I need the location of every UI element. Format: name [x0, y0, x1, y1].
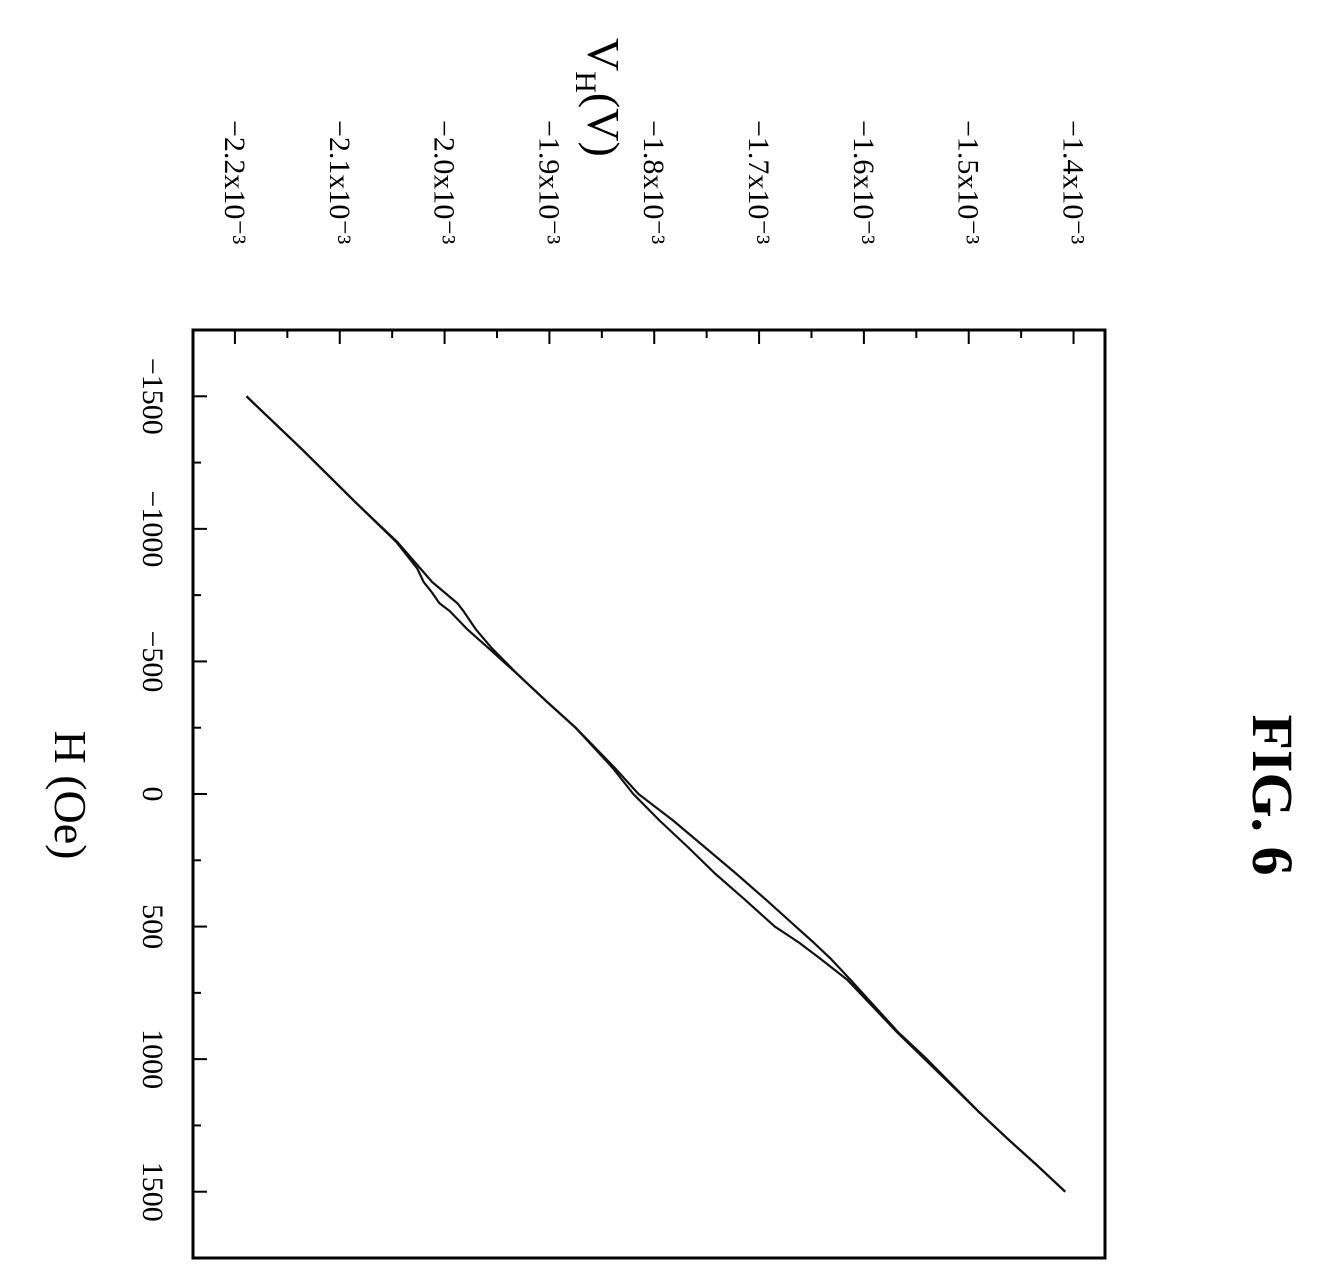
- x-tick-label: 500: [136, 904, 169, 949]
- x-tick-label: −1000: [136, 490, 169, 567]
- y-axis-title: VH(V): [569, 38, 629, 157]
- y-tick-label: −1.5x10⁻³: [952, 120, 985, 244]
- y-tick-label: −1.7x10⁻³: [742, 120, 775, 244]
- x-tick-label: 0: [136, 787, 169, 802]
- series-line-2: [245, 395, 1066, 1193]
- figure-label: FIG. 6: [1240, 714, 1305, 875]
- series-layer: [245, 395, 1066, 1193]
- y-tick-label: −1.9x10⁻³: [532, 120, 565, 244]
- y-tick-label: −2.0x10⁻³: [428, 120, 461, 244]
- y-tick-label: −2.1x10⁻³: [323, 120, 356, 244]
- x-axis-title: H (Oe): [45, 731, 96, 860]
- x-tick-label: 1500: [136, 1162, 169, 1222]
- y-tick-label: −1.8x10⁻³: [637, 120, 670, 244]
- y-tick-label: −2.2x10⁻³: [218, 120, 251, 244]
- x-tick-label: −500: [136, 630, 169, 692]
- series-line-1: [245, 395, 1066, 1193]
- y-tick-label: −1.6x10⁻³: [847, 120, 880, 244]
- y-axis-title-subscript: H: [569, 71, 602, 93]
- axes-layer: [191, 328, 1107, 1260]
- y-axis-title-main: V: [578, 38, 629, 71]
- ticks-layer: −1500 −1000 −500 0 500 1000 1500 −2.2x10⁻³ −2.1x…: [136, 120, 1090, 1259]
- plot-frame: [191, 328, 1107, 1260]
- x-tick-label: 1000: [136, 1029, 169, 1089]
- x-tick-label: −1500: [136, 358, 169, 435]
- y-tick-label: −1.4x10⁻³: [1057, 120, 1090, 244]
- y-axis-title-unit: (V): [578, 93, 629, 157]
